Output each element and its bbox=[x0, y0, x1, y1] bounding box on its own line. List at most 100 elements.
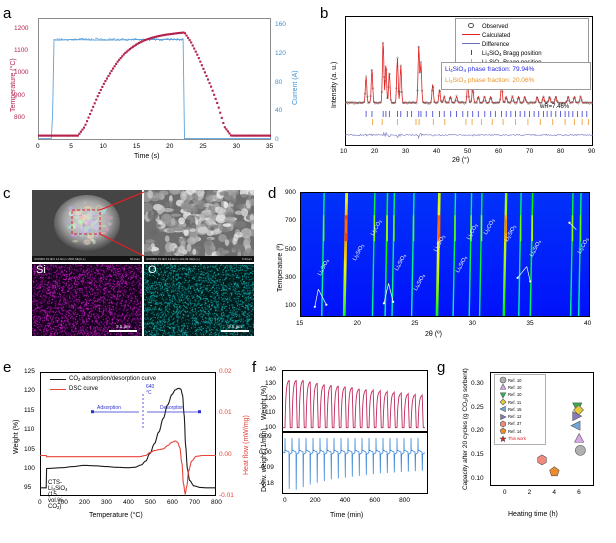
axis-tick: 2 bbox=[528, 489, 532, 496]
axis-tick: 30 bbox=[469, 320, 476, 327]
panel-e-adsorption-annotation: Adsorption bbox=[97, 405, 121, 411]
panel-f-xlabel: Time (min) bbox=[330, 512, 363, 519]
panel-b-legend-label: Calculated bbox=[482, 33, 510, 39]
panel-g-xlabel: Heating time (h) bbox=[508, 511, 558, 518]
panel-b-ylabel: Intensity (a. u.) bbox=[331, 62, 338, 108]
panel-g-legend-label: Ref. 37 bbox=[508, 421, 522, 426]
axis-tick: 0 bbox=[503, 489, 507, 496]
axis-tick: 25 bbox=[411, 320, 418, 327]
axis-tick: 60 bbox=[495, 148, 502, 155]
axis-tick: 25 bbox=[199, 143, 206, 150]
axis-tick: 800 bbox=[14, 114, 25, 121]
panel-a-ylabel: Temperature (°C) bbox=[10, 58, 17, 112]
axis-tick: 0.02 bbox=[219, 368, 232, 375]
axis-tick: 600 bbox=[369, 497, 380, 504]
panel-b-legend-marker-circle-open bbox=[460, 23, 482, 31]
panel-g-legend: Ref. 10 Ref. 10 Ref. 10 Ref. 11 Ref. 15 Ref. … bbox=[494, 374, 546, 445]
axis-tick: 100 bbox=[24, 465, 35, 472]
axis-tick: 80 bbox=[275, 79, 282, 86]
panel-f-ylabel-bottom: Deriv. weight (1/min) bbox=[261, 428, 268, 492]
panel-b-legend-marker-tick bbox=[460, 50, 482, 57]
axis-tick: 4 bbox=[552, 489, 556, 496]
axis-tick: 35 bbox=[526, 320, 533, 327]
axis-tick: 0.15 bbox=[471, 451, 484, 458]
axis-tick: 50 bbox=[464, 148, 471, 155]
axis-tick: 140 bbox=[265, 366, 276, 373]
axis-tick: 120 bbox=[275, 50, 286, 57]
figure-root: a 800 900 1000 1100 1200 0 40 80 120 160 0 5 10 15 2… bbox=[0, 0, 616, 543]
panel-e-ylabel: Weight (%) bbox=[13, 420, 20, 455]
eds-si-scalebar-text: 2.5 μm bbox=[116, 324, 130, 329]
panel-g-legend-label: Ref. 14 bbox=[508, 429, 522, 434]
panel-e-xlabel: Temperature (°C) bbox=[89, 512, 143, 519]
eds-o-scalebar: 2.5 μm bbox=[221, 324, 249, 332]
panel-g-point bbox=[538, 455, 547, 465]
panel-b-legend-label: Li4SiO4 Bragg position bbox=[482, 51, 542, 57]
axis-tick: 20 bbox=[354, 320, 361, 327]
panel-g-legend-label: Ref. 10 bbox=[508, 392, 522, 397]
panel-a-label: a bbox=[3, 6, 11, 21]
panel-g-point bbox=[575, 445, 585, 455]
axis-tick: 500 bbox=[285, 246, 296, 253]
axis-tick: 200 bbox=[79, 499, 90, 506]
axis-tick: 0 bbox=[275, 136, 279, 143]
panel-b-legend-marker-line bbox=[460, 33, 482, 39]
panel-g-label: g bbox=[437, 360, 445, 375]
panel-g-legend-label: Ref. 15 bbox=[508, 407, 522, 412]
panel-b-legend-label: Observed bbox=[482, 24, 508, 30]
axis-tick: 95 bbox=[24, 484, 31, 491]
panel-b-annotation-box: Li4SiO4 phase fraction: 79.94% Li2SiO3 ph… bbox=[441, 62, 591, 90]
panel-g-point bbox=[575, 434, 584, 443]
axis-tick: 105 bbox=[24, 446, 35, 453]
axis-tick: 80 bbox=[557, 148, 564, 155]
axis-tick: 30 bbox=[402, 148, 409, 155]
axis-tick: 160 bbox=[275, 21, 286, 28]
panel-e-legend-line-dsc bbox=[50, 389, 66, 390]
axis-tick: 20 bbox=[371, 148, 378, 155]
panel-g-legend-label: This work bbox=[508, 436, 526, 441]
eds-si-image: Si 2.5 μm bbox=[32, 264, 142, 336]
panel-g-point bbox=[571, 421, 580, 430]
axis-tick: 100 bbox=[57, 499, 68, 506]
axis-tick: 300 bbox=[101, 499, 112, 506]
panel-b-legend-item: Observed bbox=[460, 22, 584, 31]
panel-e-legend-line-co2 bbox=[50, 379, 66, 380]
axis-tick: 0.25 bbox=[471, 404, 484, 411]
panel-b-wr: wR=7.46% bbox=[540, 104, 569, 110]
panel-a-y2label: Current (A) bbox=[292, 70, 299, 105]
axis-tick: 500 bbox=[145, 499, 156, 506]
eds-o-element-label: O bbox=[148, 265, 157, 276]
panel-e-legend-label-co2: CO2 adsorption/desorption curve bbox=[69, 376, 156, 382]
axis-tick: 15 bbox=[133, 143, 140, 150]
axis-tick: 70 bbox=[526, 148, 533, 155]
panel-c-label: c bbox=[3, 186, 11, 201]
panel-d-label: d bbox=[268, 186, 276, 201]
panel-g-ylabel: Capacity after 20 cycles (g CO2/g sorben… bbox=[462, 368, 469, 490]
axis-tick: 0.30 bbox=[471, 380, 484, 387]
panel-d-heatmap bbox=[301, 193, 589, 316]
axis-tick: 35 bbox=[266, 143, 273, 150]
axis-tick: 40 bbox=[584, 320, 591, 327]
panel-b-legend-item: Difference bbox=[460, 40, 584, 49]
axis-tick: 1200 bbox=[14, 25, 28, 32]
axis-tick: 110 bbox=[24, 426, 34, 433]
axis-tick: -0.01 bbox=[219, 492, 234, 499]
axis-tick: 400 bbox=[340, 497, 351, 504]
eds-o-scalebar-text: 2.5 μm bbox=[228, 324, 242, 329]
axis-tick: 100 bbox=[285, 302, 296, 309]
axis-tick: 800 bbox=[399, 497, 410, 504]
axis-tick: 0.00 bbox=[219, 451, 232, 458]
panel-b-annotation: Li2SiO3 phase fraction: 20.06% bbox=[445, 76, 587, 87]
axis-tick: 20 bbox=[166, 143, 173, 150]
panel-f-deriv-canvas bbox=[282, 432, 428, 494]
panel-g-legend-label: Ref. 11 bbox=[508, 400, 521, 405]
panel-b-legend-item: Calculated bbox=[460, 31, 584, 40]
axis-tick: 10 bbox=[340, 148, 347, 155]
axis-tick: 115 bbox=[24, 407, 34, 414]
axis-tick: 15 bbox=[296, 320, 303, 327]
panel-b-xlabel: 2θ (°) bbox=[452, 157, 469, 164]
panel-b-legend-item: Li4SiO4 Bragg position bbox=[460, 49, 584, 58]
axis-tick: 30 bbox=[233, 143, 240, 150]
axis-tick: 90 bbox=[588, 148, 595, 155]
eds-o-image: O 2.5 μm bbox=[144, 264, 254, 336]
